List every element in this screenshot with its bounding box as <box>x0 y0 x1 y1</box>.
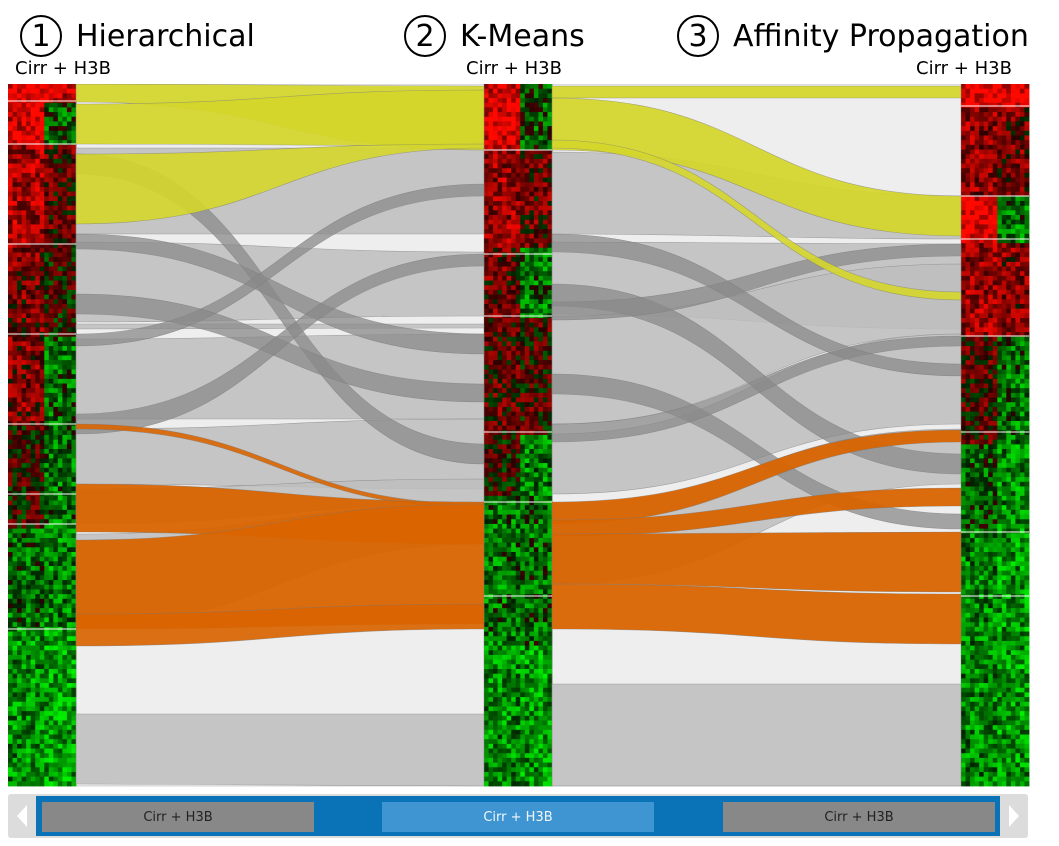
column-3-title: Affinity Propagation <box>733 18 1029 54</box>
cluster-flow-visualization[interactable] <box>0 84 1040 790</box>
heatmap-layer <box>8 84 1030 787</box>
gray-ribbon-2-3[interactable] <box>551 243 962 321</box>
column-3-title-group: 3 Affinity Propagation <box>677 12 1029 60</box>
gray-ribbon-1-2[interactable] <box>75 153 485 465</box>
column-1-title: Hierarchical <box>76 18 255 54</box>
orange-ribbon-2-3[interactable] <box>551 531 962 593</box>
navigation-bar: Cirr + H3B Cirr + H3B Cirr + H3B <box>8 794 1028 838</box>
nav-item-1[interactable]: Cirr + H3B <box>42 802 314 832</box>
orange-ribbon-1-2[interactable] <box>75 603 485 647</box>
separator-layer <box>8 100 1029 630</box>
column-2-number-badge: 2 <box>404 15 446 57</box>
chevron-right-icon <box>1009 805 1019 827</box>
gray-ribbon-2-3[interactable] <box>551 233 962 377</box>
heatmap-column-1 <box>8 84 77 787</box>
gray-ribbon-2-3[interactable] <box>551 283 962 475</box>
gray-ribbon-2-3[interactable] <box>551 683 962 787</box>
column-1-title-group: 1 Hierarchical <box>20 12 255 60</box>
scroll-left-button[interactable] <box>8 794 36 838</box>
yellow-ribbon-2-3[interactable] <box>551 97 962 237</box>
yellow-ribbon-2-3[interactable] <box>551 139 962 301</box>
column-2-label: Cirr + H3B <box>466 58 562 79</box>
column-2-title-group: 2 K-Means <box>404 12 585 60</box>
orange-ribbon-2-3[interactable] <box>551 583 962 645</box>
column-1-number: 1 <box>31 18 51 54</box>
heatmap-column-2 <box>484 84 553 787</box>
yellow-ribbon-1-2[interactable] <box>75 143 485 225</box>
ribbon-layer <box>75 84 962 787</box>
yellow-ribbon-2-3[interactable] <box>551 85 962 99</box>
column-1-number-badge: 1 <box>20 15 62 57</box>
column-3-label: Cirr + H3B <box>916 58 1012 79</box>
column-3-number-badge: 3 <box>677 15 719 57</box>
gray-ribbon-2-3[interactable] <box>551 335 962 443</box>
nav-item-2[interactable]: Cirr + H3B <box>382 802 654 832</box>
gray-ribbon-1-2[interactable] <box>75 713 485 787</box>
heatmap-column-3 <box>961 84 1030 787</box>
column-2-number: 2 <box>415 18 435 54</box>
orange-ribbon-2-3[interactable] <box>551 429 962 525</box>
chevron-left-icon <box>17 805 27 827</box>
scroll-right-button[interactable] <box>1000 794 1028 838</box>
nav-item-3[interactable]: Cirr + H3B <box>723 802 995 832</box>
column-3-number: 3 <box>688 18 708 54</box>
column-1-label: Cirr + H3B <box>15 58 111 79</box>
column-2-title: K-Means <box>460 18 585 54</box>
gray-ribbon-1-2[interactable] <box>75 253 485 435</box>
gray-ribbon-1-2[interactable] <box>75 323 485 330</box>
gray-ribbon-1-2[interactable] <box>75 233 485 355</box>
orange-ribbon-2-3[interactable] <box>551 487 962 537</box>
